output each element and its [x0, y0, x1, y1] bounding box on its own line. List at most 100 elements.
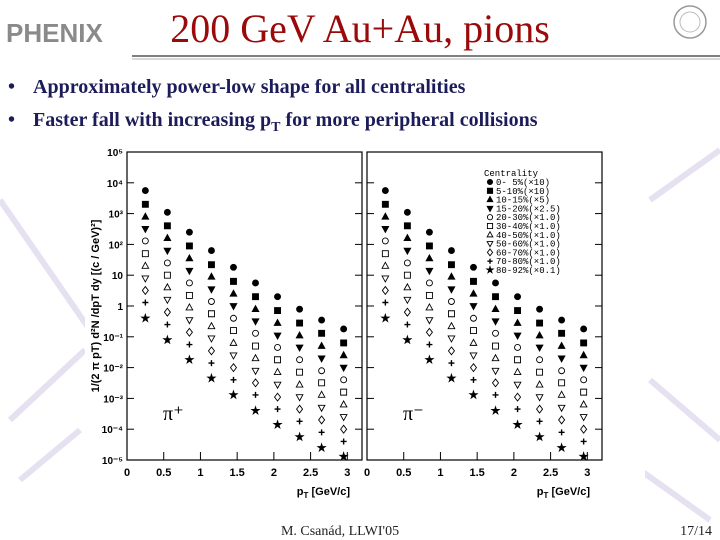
marker	[514, 344, 521, 351]
marker	[230, 277, 237, 285]
x-axis-label-sub: T	[304, 491, 309, 500]
marker	[185, 292, 193, 299]
marker	[251, 318, 260, 326]
marker	[514, 293, 521, 301]
marker	[556, 442, 567, 453]
marker	[274, 344, 281, 351]
marker	[230, 376, 237, 383]
x-axis-label-sub: T	[544, 491, 549, 500]
marker	[317, 390, 326, 398]
marker	[534, 431, 545, 442]
marker	[141, 212, 150, 220]
marker	[318, 367, 326, 375]
marker	[381, 237, 389, 245]
marker	[338, 451, 349, 461]
seal	[673, 5, 707, 39]
marker	[491, 378, 500, 388]
marker	[470, 277, 477, 285]
marker	[339, 400, 348, 408]
marker	[381, 250, 389, 258]
marker	[491, 367, 500, 376]
marker	[273, 367, 282, 376]
marker	[447, 346, 456, 356]
marker	[486, 222, 494, 230]
marker	[425, 228, 433, 236]
marker	[558, 429, 565, 436]
marker	[424, 354, 435, 365]
marker	[470, 327, 477, 334]
marker	[403, 271, 411, 279]
marker	[273, 381, 282, 390]
marker	[274, 307, 281, 315]
marker	[339, 350, 348, 359]
x-tick-label: 1	[197, 467, 203, 479]
marker	[579, 400, 588, 408]
marker	[229, 338, 238, 346]
marker	[425, 253, 434, 262]
marker	[381, 200, 389, 208]
x-tick-label: 1	[437, 467, 443, 479]
marker	[141, 250, 149, 258]
marker	[274, 293, 281, 301]
x-tick-label: 3	[344, 467, 350, 479]
marker	[142, 299, 149, 306]
y-tick-label: 10²	[109, 240, 124, 251]
marker	[163, 259, 171, 267]
x-tick-label: 1.5	[230, 467, 245, 479]
marker	[185, 228, 193, 236]
marker	[163, 307, 171, 317]
marker	[294, 431, 305, 442]
marker	[403, 233, 412, 241]
y-tick-label: 10⁵	[107, 148, 123, 159]
legend-entry: 10-15%(×5)	[496, 196, 550, 206]
marker	[163, 208, 171, 216]
legend-entry: 40-50%(×1.0)	[496, 231, 561, 241]
marker	[252, 342, 259, 350]
marker	[536, 319, 544, 327]
x-axis-label-part: p	[537, 486, 544, 498]
marker	[469, 352, 478, 360]
marker	[486, 205, 494, 213]
marker	[513, 332, 522, 341]
marker	[208, 298, 215, 305]
marker	[140, 312, 151, 323]
marker	[425, 327, 433, 337]
background-streaks	[0, 147, 720, 523]
x-tick-label: 0.5	[396, 467, 411, 479]
marker	[557, 341, 566, 349]
marker	[141, 237, 149, 245]
marker	[580, 325, 588, 333]
marker	[251, 353, 260, 362]
slide-title: 200 GeV Au+Au, pions	[170, 6, 550, 51]
marker	[229, 352, 238, 360]
marker	[184, 354, 195, 365]
marker	[492, 342, 499, 350]
marker	[381, 225, 390, 234]
marker	[295, 394, 304, 402]
marker	[403, 208, 411, 216]
marker	[163, 271, 171, 279]
marker	[185, 267, 194, 276]
marker	[251, 367, 260, 376]
x-tick-label: 1.5	[470, 467, 485, 479]
marker	[185, 279, 193, 287]
legend-entry: 0- 5%(×10)	[496, 178, 550, 188]
marker	[448, 310, 455, 318]
marker	[317, 341, 326, 349]
marker	[512, 419, 523, 430]
y-tick-label: 10⁻³	[103, 394, 123, 405]
marker	[536, 418, 543, 425]
marker	[163, 233, 172, 241]
marker	[558, 316, 566, 324]
marker	[490, 405, 501, 415]
marker	[486, 195, 494, 203]
marker	[207, 286, 216, 294]
marker	[295, 380, 304, 388]
marker	[296, 368, 304, 376]
marker	[447, 272, 456, 280]
marker	[535, 344, 544, 353]
marker	[425, 279, 433, 287]
marker	[340, 424, 348, 434]
marker	[163, 222, 171, 230]
